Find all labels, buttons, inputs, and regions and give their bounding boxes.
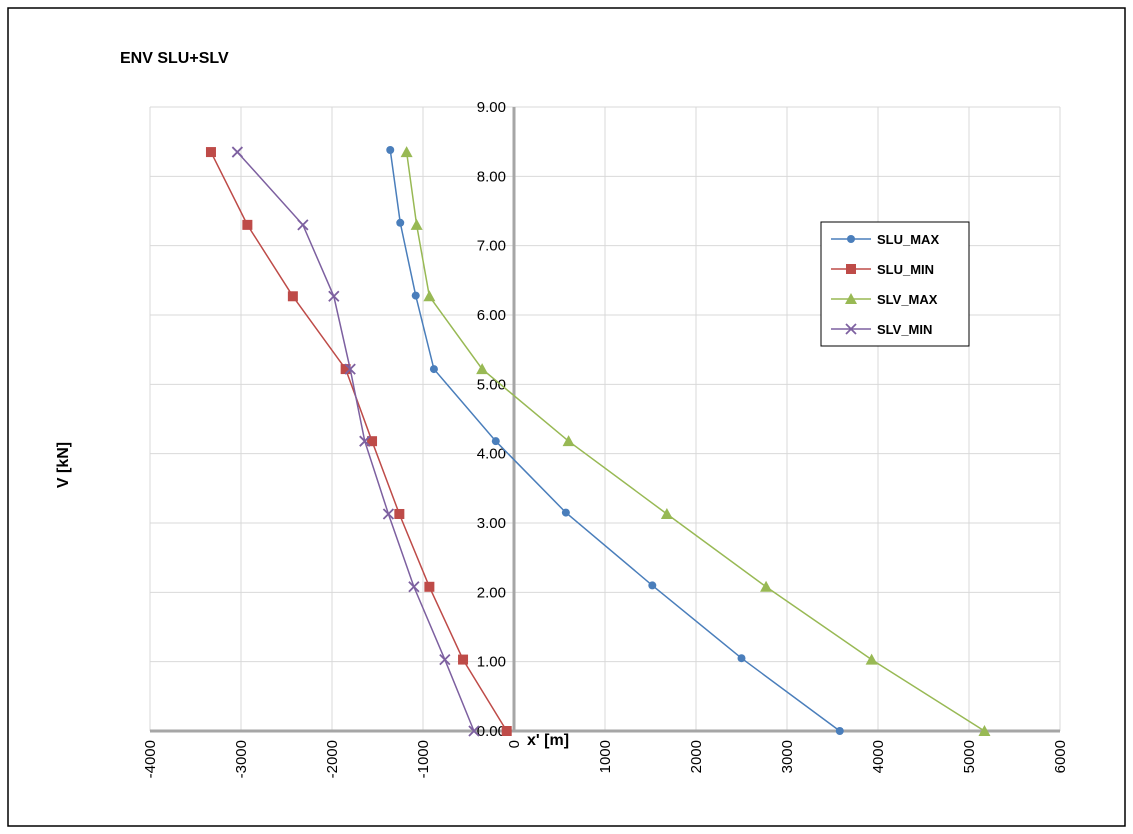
data-point-slv-max [660, 507, 673, 519]
series-slu-max [386, 145, 844, 735]
legend-label: SLV_MIN [877, 322, 932, 337]
legend-swatch-marker [845, 323, 857, 335]
data-point-slu-max [396, 218, 405, 227]
y-tick-label: 3.00 [477, 515, 506, 532]
data-point-slv-min [344, 363, 356, 375]
data-point-slu-min [501, 726, 512, 736]
y-tick-label: 0.00 [477, 723, 506, 740]
data-point-slu-min [287, 291, 298, 302]
y-tick-label: 2.00 [477, 584, 506, 601]
data-point-slv-min [359, 435, 371, 447]
data-point-slv-min [297, 219, 309, 231]
x-tick-label: 2000 [688, 740, 705, 773]
data-point-slu-max [737, 654, 746, 663]
data-point-slu-min [340, 364, 351, 375]
series-group [205, 145, 991, 737]
x-tick-label: 5000 [961, 740, 978, 773]
y-tick-label: 5.00 [477, 376, 506, 393]
data-point-slv-min [328, 290, 340, 302]
legend-label: SLU_MAX [877, 232, 939, 247]
data-point-slv-min [468, 725, 480, 737]
data-point-slv-min [231, 146, 243, 158]
data-point-slu-max [835, 727, 844, 735]
y-tick-label: 1.00 [477, 654, 506, 671]
y-tick-label: 6.00 [477, 307, 506, 324]
series-slv-min [231, 146, 480, 737]
data-point-slv-max [410, 218, 423, 230]
y-tick-label: 4.00 [477, 446, 506, 463]
x-tick-label: 6000 [1052, 740, 1069, 773]
legend-swatch-marker [846, 264, 856, 274]
legend-item-slu-min: SLU_MIN [831, 262, 934, 277]
y-tick-label: 9.00 [477, 99, 506, 116]
data-point-slu-min [205, 147, 216, 158]
data-point-slv-min [382, 508, 395, 520]
data-point-slu-max [561, 508, 570, 517]
x-tick-label: -4000 [142, 740, 159, 778]
data-point-slu-max [648, 581, 657, 590]
legend-label: SLV_MAX [877, 292, 938, 307]
data-point-slv-max [562, 435, 575, 447]
x-axis-label: x' [m] [527, 732, 569, 749]
data-point-slu-max [429, 365, 438, 374]
axes: 0.00 1.00 2.00 3.00 4.00 5.00 6.00 7.00 8.00 9.00… [142, 99, 1069, 778]
x-tick-label: -2000 [324, 740, 341, 778]
data-point-slu-min [367, 436, 378, 447]
legend-item-slv-max: SLV_MAX [831, 292, 938, 307]
data-point-slv-max [760, 580, 773, 592]
chart-title: ENV SLU+SLV [120, 50, 229, 67]
legend-swatch-marker [847, 235, 855, 243]
y-tick-label: 8.00 [477, 168, 506, 185]
legend-swatch-marker [845, 293, 857, 304]
x-tick-label: -3000 [233, 740, 250, 778]
data-point-slu-max [411, 291, 420, 300]
data-point-slv-max [978, 725, 991, 736]
data-point-slv-min [408, 581, 420, 593]
data-point-slu-max [491, 437, 500, 446]
data-point-slv-min [439, 653, 451, 666]
data-point-slv-max [476, 363, 489, 375]
y-axis-label: V [kN] [55, 442, 72, 488]
data-point-slu-min [394, 508, 405, 519]
x-tick-label: 4000 [870, 740, 887, 773]
data-point-slu-min [458, 654, 469, 665]
data-point-slu-min [424, 581, 435, 592]
x-tick-label: 0 [506, 740, 523, 748]
legend-box [820, 221, 970, 347]
legend-item-slv-min: SLV_MIN [831, 322, 932, 337]
data-point-slv-max [865, 653, 878, 665]
data-point-slu-max [386, 145, 395, 154]
data-point-slv-max [400, 146, 413, 158]
series-slv-max [400, 146, 991, 736]
x-tick-label: 3000 [779, 740, 796, 773]
x-tick-label: -1000 [415, 740, 432, 778]
legend-label: SLU_MIN [877, 262, 934, 277]
legend-item-slu-max: SLU_MAX [831, 232, 939, 247]
series-slu-min [205, 147, 512, 736]
legend: SLU_MAX SLU_MIN SLV_MAX SLV_MIN [820, 221, 970, 347]
x-tick-label: 1000 [597, 740, 614, 773]
chart-border [7, 7, 1126, 827]
data-point-slu-min [242, 219, 253, 230]
data-point-slv-max [423, 290, 436, 302]
y-tick-label: 7.00 [477, 238, 506, 255]
